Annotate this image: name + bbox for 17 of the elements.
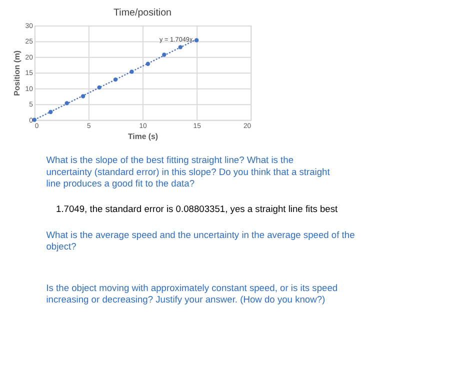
point [162,52,166,57]
text: 1.7049, the standard error is 0.08803351, yes a straight line fits best [56,204,338,214]
y-axis-title: Position (m) [12,50,22,96]
point [80,94,86,98]
point [113,78,118,82]
point [48,110,53,114]
text: Is the object moving with approximately constant speed, or is its speed increasing or decreasing? Justify your answer. (How do you know?) [46,282,338,305]
text: What is the slope of the best fitting straight line? What is the uncertainty (standard error) in this slope? Do you think that a straight line produces a good fit to the data? [46,155,330,189]
point [64,101,69,106]
x-axis-title: Time (s) [128,132,158,142]
point [178,45,182,50]
text: What is the average speed and the uncertainty in the average speed of the object? [46,230,355,252]
point [194,38,199,42]
point [146,62,150,66]
point [97,85,102,90]
chart-title: Time/position [114,8,172,19]
point [130,70,134,74]
